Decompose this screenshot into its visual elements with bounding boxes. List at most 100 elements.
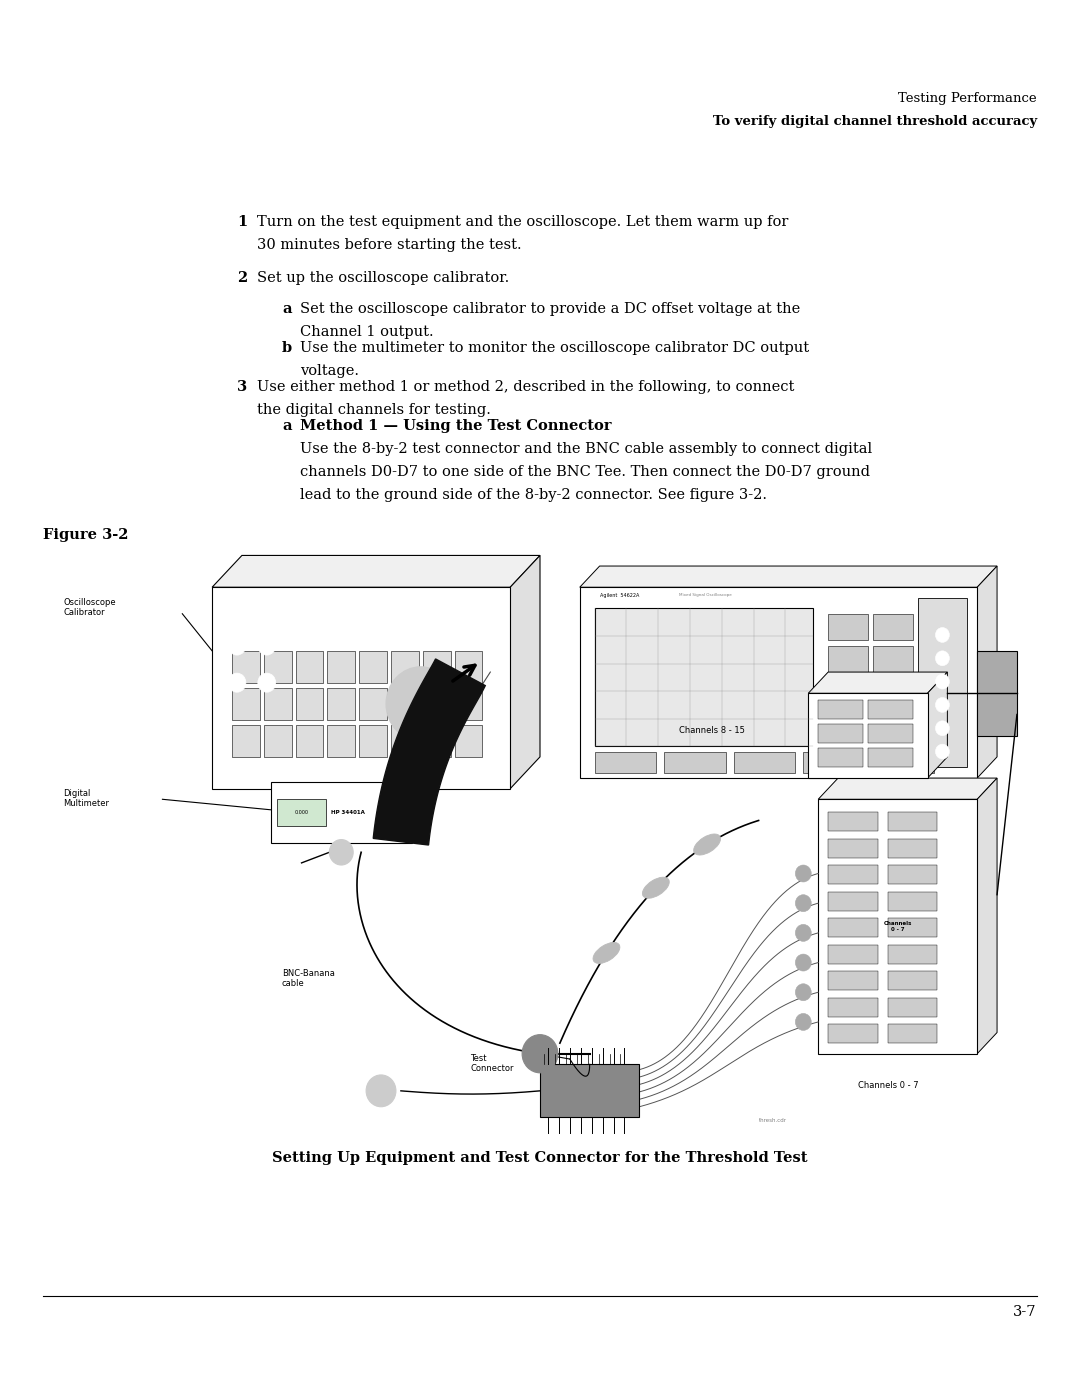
- Bar: [888, 865, 937, 884]
- Bar: [422, 725, 450, 757]
- Bar: [212, 587, 510, 789]
- Bar: [264, 651, 292, 683]
- Text: Channel 1 output.: Channel 1 output.: [300, 326, 434, 339]
- Text: 3: 3: [238, 380, 247, 394]
- Bar: [580, 587, 977, 778]
- FancyBboxPatch shape: [271, 782, 411, 842]
- Polygon shape: [819, 778, 997, 799]
- Circle shape: [795, 894, 811, 912]
- Bar: [888, 918, 937, 937]
- Circle shape: [228, 599, 246, 617]
- Text: the digital channels for testing.: the digital channels for testing.: [257, 402, 491, 418]
- Bar: [296, 725, 323, 757]
- Circle shape: [258, 599, 275, 617]
- Text: Digital
Multimeter: Digital Multimeter: [63, 789, 109, 807]
- Bar: [422, 687, 450, 719]
- Circle shape: [386, 666, 456, 740]
- Circle shape: [258, 673, 275, 692]
- Bar: [873, 678, 913, 704]
- Polygon shape: [212, 556, 540, 587]
- Text: Figure 3-2: Figure 3-2: [43, 528, 129, 542]
- Circle shape: [795, 983, 811, 1000]
- Bar: [360, 725, 387, 757]
- Ellipse shape: [643, 877, 670, 898]
- Circle shape: [228, 636, 246, 655]
- Circle shape: [258, 636, 275, 655]
- Bar: [828, 678, 868, 704]
- Text: 3-7: 3-7: [1013, 1305, 1037, 1319]
- Text: Channels 0 - 7: Channels 0 - 7: [858, 1081, 919, 1090]
- Bar: [327, 651, 355, 683]
- Circle shape: [366, 1074, 396, 1106]
- Circle shape: [795, 865, 811, 882]
- Circle shape: [397, 807, 408, 819]
- Polygon shape: [977, 778, 997, 1053]
- Bar: [828, 918, 878, 937]
- Bar: [232, 651, 260, 683]
- Circle shape: [795, 1013, 811, 1031]
- Bar: [595, 609, 813, 746]
- Bar: [808, 693, 928, 778]
- Bar: [888, 812, 937, 831]
- Bar: [296, 687, 323, 719]
- Polygon shape: [808, 672, 947, 693]
- Text: b: b: [282, 341, 292, 355]
- Bar: [828, 645, 868, 672]
- Circle shape: [935, 697, 949, 712]
- Polygon shape: [510, 556, 540, 789]
- Bar: [828, 971, 878, 990]
- Polygon shape: [928, 672, 947, 778]
- Ellipse shape: [593, 943, 620, 964]
- Text: Setting Up Equipment and Test Connector for the Threshold Test: Setting Up Equipment and Test Connector …: [272, 1151, 808, 1165]
- Bar: [540, 1065, 639, 1118]
- Text: 2: 2: [238, 271, 247, 285]
- Bar: [888, 997, 937, 1017]
- Bar: [888, 1024, 937, 1044]
- Bar: [391, 687, 419, 719]
- Bar: [868, 724, 913, 743]
- Bar: [327, 725, 355, 757]
- Bar: [232, 687, 260, 719]
- Circle shape: [397, 820, 408, 831]
- Bar: [873, 645, 913, 672]
- Text: 30 minutes before starting the test.: 30 minutes before starting the test.: [257, 237, 522, 253]
- Text: Use the 8-by-2 test connector and the BNC cable assembly to connect digital: Use the 8-by-2 test connector and the BN…: [300, 441, 873, 457]
- Circle shape: [795, 925, 811, 942]
- Text: Channels
0 - 7: Channels 0 - 7: [883, 921, 912, 932]
- Bar: [828, 710, 868, 736]
- Bar: [264, 687, 292, 719]
- Bar: [873, 613, 913, 640]
- Polygon shape: [580, 566, 997, 587]
- Bar: [455, 687, 483, 719]
- Bar: [422, 651, 450, 683]
- Bar: [828, 812, 878, 831]
- Text: Oscilloscope
Calibrator: Oscilloscope Calibrator: [63, 598, 116, 617]
- Circle shape: [397, 795, 408, 806]
- Text: a: a: [282, 419, 292, 433]
- Bar: [873, 752, 934, 773]
- Text: Turn on the test equipment and the oscilloscope. Let them warm up for: Turn on the test equipment and the oscil…: [257, 215, 788, 229]
- Text: Set the oscilloscope calibrator to provide a DC offset voltage at the: Set the oscilloscope calibrator to provi…: [300, 302, 800, 316]
- Text: channels D0-D7 to one side of the BNC Tee. Then connect the D0-D7 ground: channels D0-D7 to one side of the BNC Te…: [300, 465, 870, 479]
- Circle shape: [935, 745, 949, 759]
- Text: lead to the ground side of the 8-by-2 connector. See figure 3-2.: lead to the ground side of the 8-by-2 co…: [300, 488, 767, 503]
- Bar: [888, 944, 937, 964]
- Text: Agilent  54622A: Agilent 54622A: [599, 592, 639, 598]
- Bar: [296, 651, 323, 683]
- Bar: [868, 700, 913, 718]
- Polygon shape: [374, 659, 485, 845]
- Ellipse shape: [693, 834, 720, 855]
- Bar: [888, 891, 937, 911]
- Text: Testing Performance: Testing Performance: [899, 92, 1037, 105]
- Text: BNC-Banana
cable: BNC-Banana cable: [282, 970, 335, 988]
- Bar: [828, 865, 878, 884]
- Bar: [868, 749, 913, 767]
- Circle shape: [935, 627, 949, 643]
- Bar: [888, 838, 937, 858]
- Bar: [819, 724, 863, 743]
- Bar: [819, 700, 863, 718]
- Circle shape: [329, 840, 353, 865]
- Bar: [733, 752, 795, 773]
- Bar: [828, 838, 878, 858]
- Text: HP 34401A: HP 34401A: [332, 810, 365, 814]
